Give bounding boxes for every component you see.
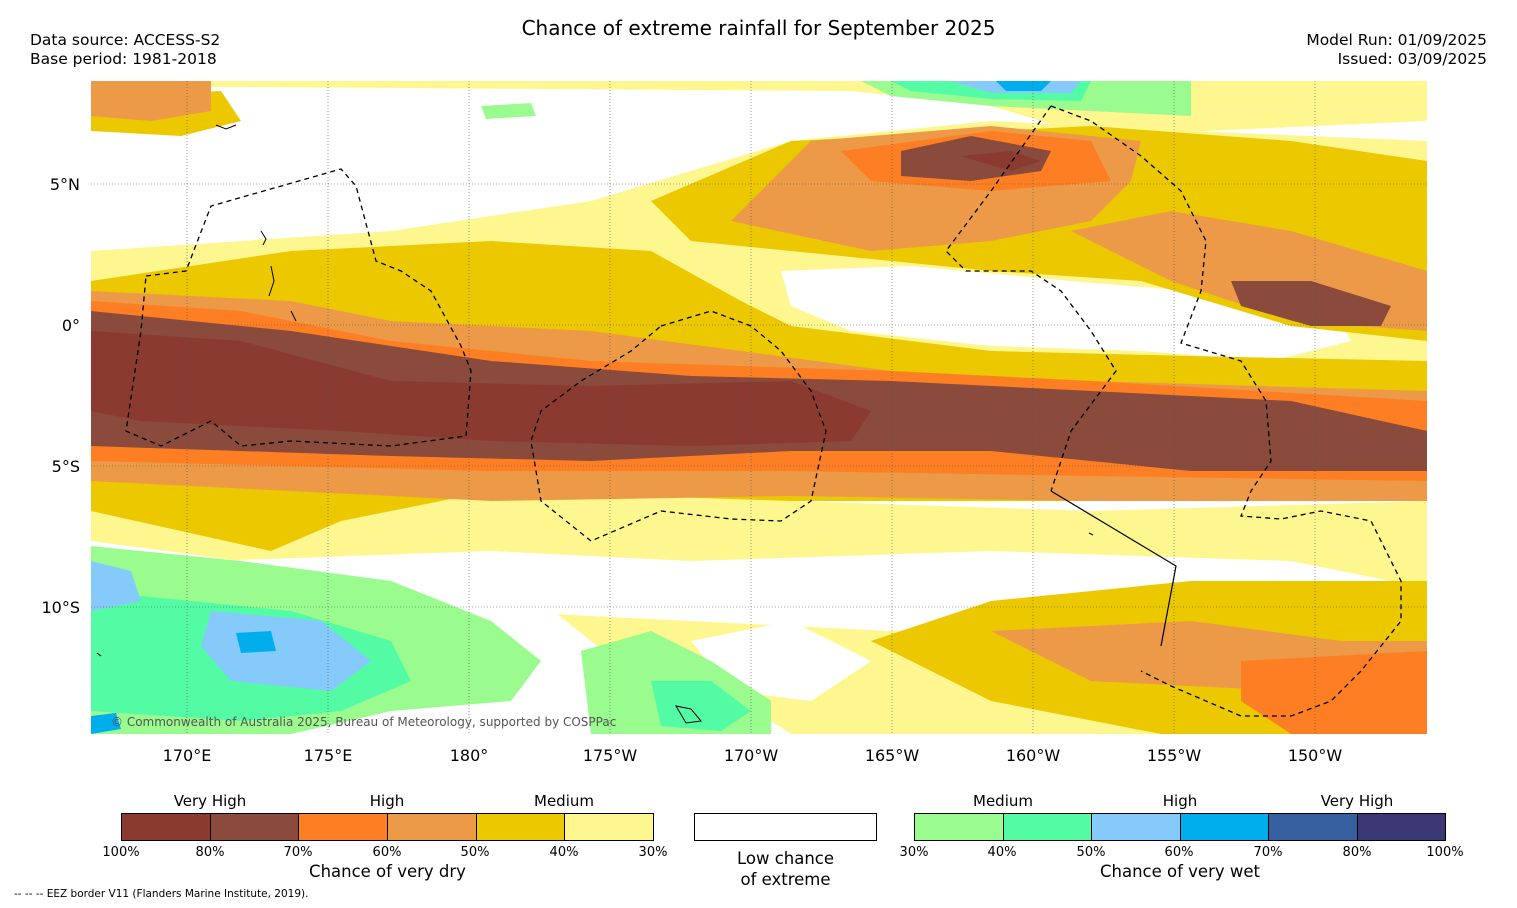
band-darkred-equator	[91, 331, 871, 446]
band-brown-east	[1231, 281, 1391, 326]
wet-tick-30: 30%	[899, 845, 929, 860]
low-chance-caption: Low chance of extreme	[694, 848, 877, 890]
wet-cat-high: High	[1162, 792, 1198, 810]
data-source: Data source: ACCESS-S2	[30, 31, 221, 49]
dry-swatch-2	[210, 814, 300, 840]
wet-tick-50: 50%	[1076, 845, 1106, 860]
wet-swatch-5	[1269, 814, 1358, 840]
wet-cat-very-high: Very High	[1320, 792, 1394, 810]
model-run: Model Run: 01/09/2025	[1306, 31, 1487, 49]
dry-cat-high: High	[369, 792, 405, 810]
dry-cat-medium: Medium	[534, 792, 594, 810]
wet-tick-70: 70%	[1253, 845, 1283, 860]
rainfall-map: © Commonwealth of Australia 2025, Bureau…	[91, 81, 1427, 734]
band-green-small	[481, 103, 536, 119]
wet-cat-medium: Medium	[973, 792, 1033, 810]
meta-left: Data source: ACCESS-S2 Base period: 1981…	[30, 31, 220, 69]
dry-tick-30: 30%	[638, 845, 668, 860]
wet-swatch-2	[1003, 814, 1092, 840]
band-lightblue-sw	[201, 611, 371, 691]
wet-swatch-1	[915, 814, 1004, 840]
eez-kiribati-gilbert	[125, 168, 472, 447]
low-chance-swatch	[694, 813, 877, 841]
wet-caption: Chance of very wet	[1100, 862, 1260, 881]
band-teal-ssw	[651, 681, 751, 731]
band-cyan-north	[996, 81, 1051, 91]
dry-swatch-5	[476, 814, 566, 840]
dry-colorbar	[121, 813, 654, 841]
map-title: Chance of extreme rainfall for September…	[521, 16, 996, 40]
lon-label-175w: 175°W	[582, 746, 638, 765]
dry-swatch-6	[565, 814, 654, 840]
eez-footnote: -- -- -- EEZ border V11 (Flanders Marine…	[14, 888, 309, 900]
dry-tick-60: 60%	[372, 845, 402, 860]
lat-label-10s: 10°S	[41, 598, 80, 617]
lon-label-175e: 175°E	[303, 746, 353, 765]
lon-label-150w: 150°W	[1287, 746, 1343, 765]
lon-label-180: 180°	[449, 746, 489, 765]
band-lightblue-w	[91, 561, 141, 611]
lat-label-0: 0°	[61, 316, 80, 335]
wet-tick-60: 60%	[1164, 845, 1194, 860]
base-period: Base period: 1981-2018	[30, 50, 217, 68]
dry-swatch-1	[122, 814, 211, 840]
low-chance-line2: of extreme	[740, 870, 831, 889]
lon-label-155w: 155°W	[1146, 746, 1202, 765]
band-cyan-w	[91, 713, 121, 734]
band-darkred-ne	[961, 151, 1041, 171]
band-tan-north	[91, 81, 211, 121]
band-cyan-sw	[236, 631, 276, 653]
solid-border	[1050, 490, 1177, 647]
dry-tick-80: 80%	[195, 845, 225, 860]
dry-swatch-3	[299, 814, 389, 840]
lon-label-160w: 160°W	[1005, 746, 1061, 765]
graticule	[91, 81, 1427, 734]
eez-kiribati-phoenix	[530, 310, 827, 542]
rainfall-map-svg	[91, 81, 1427, 734]
lon-label-170w: 170°W	[723, 746, 779, 765]
dry-tick-100: 100%	[102, 845, 140, 860]
eez-kiribati-line	[1050, 105, 1402, 717]
dry-tick-70: 70%	[283, 845, 313, 860]
lon-label-165w: 165°W	[864, 746, 920, 765]
lat-label-5s: 5°S	[51, 457, 80, 476]
dry-cat-very-high: Very High	[173, 792, 247, 810]
dry-swatch-4	[388, 814, 477, 840]
issued-date: Issued: 03/09/2025	[1337, 50, 1487, 68]
wet-tick-100: 100%	[1426, 845, 1464, 860]
meta-right: Model Run: 01/09/2025 Issued: 03/09/2025	[1306, 31, 1487, 69]
eez-borders	[125, 105, 1402, 717]
band-light-yellow-north	[91, 81, 1427, 136]
white-region-equator	[781, 266, 1351, 361]
dry-tick-50: 50%	[460, 845, 490, 860]
band-orange-se	[1241, 651, 1427, 734]
lon-label-170e: 170°E	[162, 746, 212, 765]
wet-swatch-6	[1357, 814, 1445, 840]
eez-line-north	[945, 105, 1117, 492]
lat-label-5n: 5°N	[49, 175, 80, 194]
wet-colorbar	[914, 813, 1446, 841]
islands	[96, 124, 1094, 724]
dry-tick-40: 40%	[549, 845, 579, 860]
wet-tick-40: 40%	[987, 845, 1017, 860]
wet-swatch-4	[1180, 814, 1269, 840]
wet-swatch-3	[1092, 814, 1181, 840]
dry-caption: Chance of very dry	[309, 862, 466, 881]
low-chance-line1: Low chance	[736, 849, 835, 868]
wet-tick-80: 80%	[1342, 845, 1372, 860]
copyright-text: © Commonwealth of Australia 2025, Bureau…	[111, 715, 617, 729]
